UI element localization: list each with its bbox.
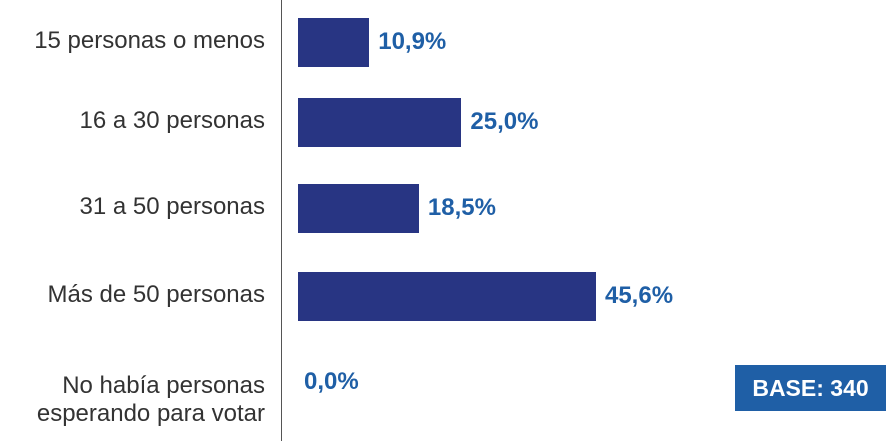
bar (298, 17, 370, 67)
value-label: 25,0% (470, 108, 539, 135)
value-label: 18,5% (427, 194, 496, 221)
base-badge: BASE: 340 (735, 365, 886, 411)
category-label: 15 personas o menos (34, 27, 265, 54)
bar (298, 271, 596, 321)
category-label: 31 a 50 personas (79, 193, 265, 220)
value-label: 10,9% (378, 28, 447, 55)
value-label: 45,6% (604, 282, 674, 309)
bar (298, 183, 419, 233)
category-axis-line (281, 0, 282, 441)
value-label: 0,0% (304, 368, 359, 395)
category-label: No había personas esperando para votar (36, 372, 265, 427)
category-label: 16 a 30 personas (79, 107, 265, 134)
category-label: Más de 50 personas (47, 281, 265, 308)
bar (298, 97, 462, 147)
